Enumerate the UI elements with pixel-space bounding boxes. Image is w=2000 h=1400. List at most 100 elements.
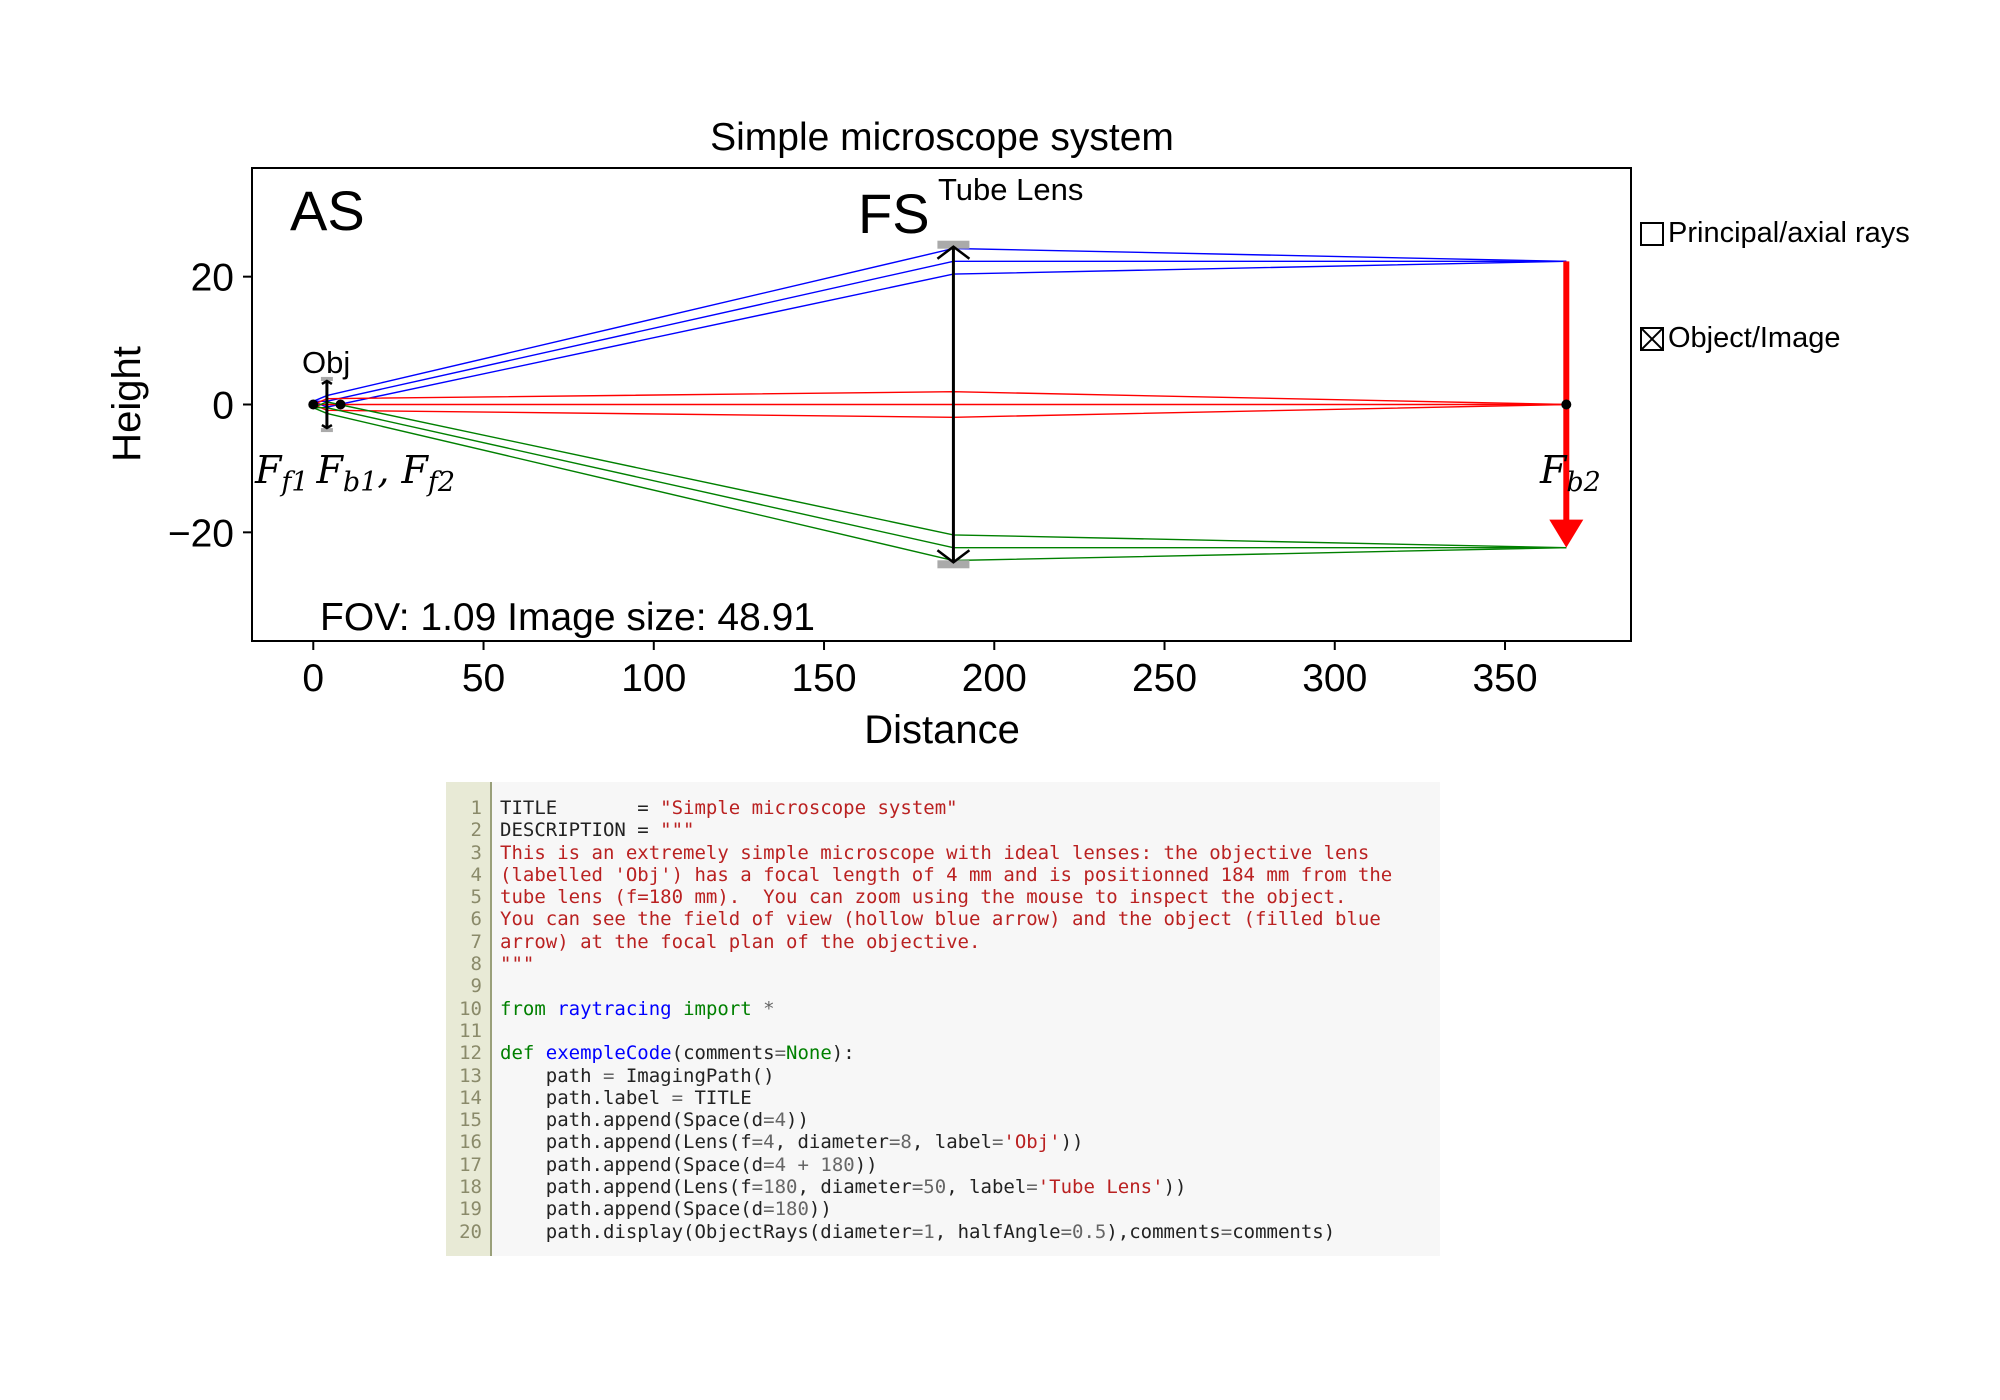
- axis-ticks: 0 50 100 150 200 250 300 350 −20 0 20: [168, 257, 1538, 700]
- code-token: ImagingPath(): [614, 1064, 775, 1087]
- line-number: 11: [459, 1019, 482, 1042]
- code-line: path = ImagingPath(): [500, 1065, 1392, 1087]
- x-tick-label: 0: [302, 657, 324, 700]
- chart-title: Simple microscope system: [710, 116, 1174, 159]
- code-token: 50: [923, 1176, 947, 1199]
- code-token: 'Obj': [1003, 1131, 1061, 1154]
- y-axis-label: Height: [105, 346, 149, 462]
- focal-point-dot: [335, 399, 346, 410]
- code-line: path.append(Space(d=180)): [500, 1198, 1392, 1220]
- code-token: (comments: [671, 1042, 775, 1065]
- code-token: [546, 998, 557, 1020]
- tube-lens-label: Tube Lens: [938, 172, 1083, 207]
- aperture-stop-top: [937, 240, 970, 249]
- code-token: , diameter: [774, 1131, 889, 1154]
- code-line: TITLE = "Simple microscope system": [500, 797, 1392, 819]
- code-token: )): [808, 1198, 832, 1221]
- code-token: =: [671, 1086, 684, 1109]
- code-token: =: [774, 1042, 787, 1065]
- red-ray: [313, 403, 1567, 419]
- ray-diagram[interactable]: Simple microscope system 0 50 100 150 200 250…: [0, 0, 2000, 760]
- x-tick-label: 350: [1472, 657, 1537, 700]
- code-token: TITLE: [683, 1086, 752, 1109]
- objective-label: Obj: [302, 345, 350, 380]
- line-number: 4: [470, 863, 482, 886]
- code-token: path.append(Lens(f: [500, 1176, 752, 1199]
- code-line: path.append(Lens(f=4, diameter=8, label=…: [500, 1131, 1392, 1153]
- x-tick-label: 100: [621, 657, 686, 700]
- line-number: 9: [470, 975, 482, 998]
- code-line: This is an extremely simple microscope w…: [500, 842, 1392, 864]
- ray-traces: [313, 247, 1567, 562]
- code-token: =: [911, 1220, 924, 1243]
- code-line: path.display(ObjectRays(diameter=1, half…: [500, 1221, 1392, 1243]
- code-line: path.append(Lens(f=180, diameter=50, lab…: [500, 1176, 1392, 1198]
- code-token: =: [1060, 1220, 1073, 1243]
- code-token: path.append(Space(d: [500, 1198, 764, 1221]
- code-token: def: [500, 1042, 535, 1065]
- code-line: path.append(Space(d=4 + 180)): [500, 1154, 1392, 1176]
- fb1-label: F: [316, 448, 345, 492]
- object-image-checkbox[interactable]: [1640, 326, 1664, 351]
- line-number: 1: [470, 797, 482, 819]
- code-token: 180: [763, 1176, 798, 1199]
- lens-arrowhead-top: [321, 379, 333, 386]
- code-line: (labelled 'Obj') has a focal length of 4…: [500, 864, 1392, 886]
- code-token: [672, 998, 683, 1020]
- code-token: path.append(Space(d: [500, 1153, 764, 1176]
- line-number-gutter: 1 2 3 4 5 6 7 8 9 10 11 12 13 14 15 16 17 18 19 20: [446, 782, 492, 1256]
- code-line: You can see the field of view (hollow bl…: [500, 908, 1392, 930]
- code-token: 4: [774, 1153, 787, 1176]
- code-token: DESCRIPTION =: [500, 819, 661, 842]
- code-token: )): [854, 1153, 878, 1176]
- y-tick-label: 20: [191, 257, 234, 300]
- code-token: ),comments: [1106, 1220, 1221, 1243]
- code-token: =: [763, 1153, 775, 1176]
- line-number: 8: [470, 953, 482, 976]
- fb2-label: Fb2: [1539, 448, 1601, 498]
- ff1-subscript: f1: [279, 467, 308, 498]
- code-token: +: [797, 1153, 809, 1176]
- code-token: raytracing: [557, 997, 672, 1020]
- line-number: 12: [459, 1042, 482, 1065]
- legend-object-image-toggle[interactable]: Object/Image: [1640, 322, 1840, 355]
- code-token: TITLE =: [500, 797, 661, 819]
- green-ray: [313, 407, 1567, 549]
- code-line: path.append(Space(d=4)): [500, 1109, 1392, 1131]
- code-line: from raytracing import *: [500, 998, 1392, 1020]
- line-number: 6: [470, 908, 482, 931]
- code-token: import: [683, 997, 752, 1020]
- code-token: arrow) at the focal plan of the objectiv…: [500, 930, 981, 953]
- code-token: =: [763, 1198, 775, 1221]
- code-token: [786, 1154, 797, 1176]
- legend-principal-rays-toggle[interactable]: Principal/axial rays: [1640, 217, 1910, 250]
- code-token: path: [500, 1064, 603, 1087]
- code-token: 180: [774, 1198, 809, 1221]
- code-token: path.label: [500, 1086, 672, 1109]
- code-token: path.display(ObjectRays(diameter: [500, 1220, 912, 1243]
- code-token: [534, 1042, 545, 1064]
- code-token: 8: [900, 1131, 912, 1154]
- line-number: 10: [459, 997, 482, 1020]
- aperture-stop-label: AS: [290, 179, 365, 242]
- code-token: , label: [946, 1176, 1027, 1199]
- blue-ray: [313, 260, 1567, 402]
- x-tick-label: 200: [962, 657, 1027, 700]
- code-token: """: [660, 819, 695, 842]
- code-token: =: [763, 1109, 775, 1132]
- code-token: , halfAngle: [934, 1220, 1061, 1243]
- red-ray: [313, 390, 1567, 406]
- principal-rays-checkbox[interactable]: [1640, 221, 1664, 246]
- code-token: =: [751, 1131, 764, 1154]
- code-token: )): [1060, 1131, 1084, 1154]
- code-token: =: [602, 1064, 615, 1087]
- code-token: , diameter: [797, 1176, 912, 1199]
- line-number: 5: [470, 886, 482, 909]
- image-arrowhead: [1549, 519, 1584, 548]
- code-token: 1: [923, 1220, 935, 1243]
- code-line: [500, 975, 1392, 997]
- code-token: [752, 998, 763, 1020]
- y-tick-label: 0: [212, 385, 234, 428]
- code-token: exempleCode: [545, 1042, 672, 1065]
- code-token: """: [500, 953, 535, 976]
